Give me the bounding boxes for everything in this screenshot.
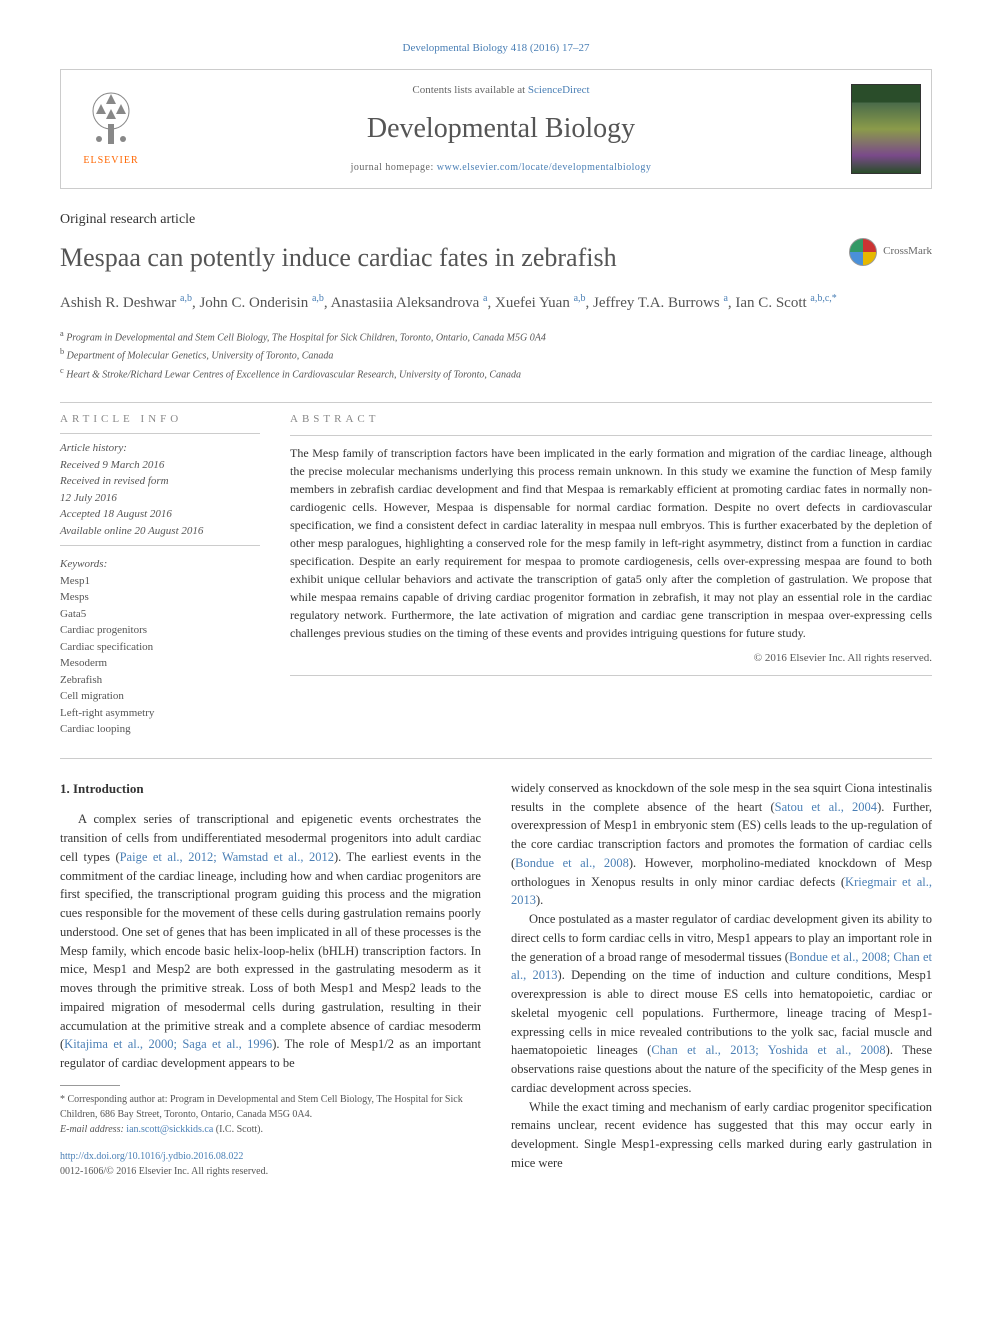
divider <box>60 758 932 759</box>
journal-header: ELSEVIER Contents lists available at Sci… <box>60 69 932 189</box>
homepage-link[interactable]: www.elsevier.com/locate/developmentalbio… <box>437 162 652 173</box>
divider <box>60 545 260 546</box>
intro-heading: 1. Introduction <box>60 779 481 799</box>
article-info-column: ARTICLE INFO Article history: Received 9… <box>60 411 260 738</box>
body-columns: 1. Introduction A complex series of tran… <box>60 779 932 1179</box>
history-label: Article history: <box>60 440 260 457</box>
journal-cover <box>841 70 931 188</box>
history-online: Available online 20 August 2016 <box>60 523 260 540</box>
authors-list: Ashish R. Deshwar a,b, John C. Onderisin… <box>60 291 932 315</box>
page-container: Developmental Biology 418 (2016) 17–27 E… <box>0 0 992 1209</box>
journal-name: Developmental Biology <box>161 108 841 150</box>
keywords-list: Mesp1MespsGata5Cardiac progenitorsCardia… <box>60 573 260 738</box>
affiliation: c Heart & Stroke/Richard Lewar Centres o… <box>60 365 932 382</box>
keyword: Left-right asymmetry <box>60 705 260 722</box>
body-text-left: A complex series of transcriptional and … <box>60 810 481 1073</box>
body-text-right: widely conserved as knockdown of the sol… <box>511 779 932 1173</box>
keyword: Cardiac progenitors <box>60 622 260 639</box>
article-info-heading: ARTICLE INFO <box>60 411 260 428</box>
elsevier-tree-icon <box>81 89 141 149</box>
history-received: Received 9 March 2016 <box>60 457 260 474</box>
email-label: E-mail address: <box>60 1124 126 1135</box>
cover-thumbnail <box>851 84 921 174</box>
keyword: Mesp1 <box>60 573 260 590</box>
left-column: 1. Introduction A complex series of tran… <box>60 779 481 1179</box>
crossmark-label: CrossMark <box>883 243 932 260</box>
affiliation: a Program in Developmental and Stem Cell… <box>60 328 932 345</box>
divider <box>290 675 932 676</box>
keyword: Mesoderm <box>60 655 260 672</box>
contents-line: Contents lists available at ScienceDirec… <box>161 82 841 99</box>
info-abstract-row: ARTICLE INFO Article history: Received 9… <box>60 411 932 738</box>
issn-line: 0012-1606/© 2016 Elsevier Inc. All right… <box>60 1164 481 1179</box>
footnote-divider <box>60 1085 120 1086</box>
doi-anchor[interactable]: http://dx.doi.org/10.1016/j.ydbio.2016.0… <box>60 1151 243 1162</box>
header-center: Contents lists available at ScienceDirec… <box>161 70 841 188</box>
copyright-line: © 2016 Elsevier Inc. All rights reserved… <box>290 650 932 667</box>
email-link[interactable]: ian.scott@sickkids.ca <box>126 1124 213 1135</box>
elsevier-logo: ELSEVIER <box>61 70 161 188</box>
abstract-column: ABSTRACT The Mesp family of transcriptio… <box>290 411 932 738</box>
homepage-line: journal homepage: www.elsevier.com/locat… <box>161 160 841 175</box>
keyword: Mesps <box>60 589 260 606</box>
journal-reference: Developmental Biology 418 (2016) 17–27 <box>60 40 932 57</box>
keywords-label: Keywords: <box>60 556 260 573</box>
corresponding-footnote: * Corresponding author at: Program in De… <box>60 1092 481 1137</box>
keyword: Zebrafish <box>60 672 260 689</box>
email-line: E-mail address: ian.scott@sickkids.ca (I… <box>60 1122 481 1137</box>
keywords-block: Keywords: Mesp1MespsGata5Cardiac progeni… <box>60 556 260 738</box>
keyword: Cell migration <box>60 688 260 705</box>
abstract-text: The Mesp family of transcription factors… <box>290 444 932 642</box>
article-type: Original research article <box>60 209 932 230</box>
contents-prefix: Contents lists available at <box>412 84 527 96</box>
email-suffix: (I.C. Scott). <box>213 1124 263 1135</box>
sciencedirect-link[interactable]: ScienceDirect <box>528 84 590 96</box>
paragraph: Once postulated as a master regulator of… <box>511 910 932 1098</box>
title-row: Mespaa can potently induce cardiac fates… <box>60 238 932 291</box>
affiliations: a Program in Developmental and Stem Cell… <box>60 328 932 382</box>
affiliation: b Department of Molecular Genetics, Univ… <box>60 346 932 363</box>
crossmark-icon <box>849 238 877 266</box>
article-title: Mespaa can potently induce cardiac fates… <box>60 238 849 277</box>
divider <box>60 402 932 403</box>
paragraph: While the exact timing and mechanism of … <box>511 1098 932 1173</box>
paragraph: A complex series of transcriptional and … <box>60 810 481 1073</box>
abstract-heading: ABSTRACT <box>290 411 932 428</box>
divider <box>60 433 260 434</box>
history-revised-1: Received in revised form <box>60 473 260 490</box>
divider <box>290 435 932 436</box>
crossmark-badge[interactable]: CrossMark <box>849 238 932 266</box>
homepage-prefix: journal homepage: <box>351 162 437 173</box>
history-accepted: Accepted 18 August 2016 <box>60 506 260 523</box>
article-history: Article history: Received 9 March 2016 R… <box>60 440 260 539</box>
history-revised-2: 12 July 2016 <box>60 490 260 507</box>
elsevier-wordmark: ELSEVIER <box>83 153 138 168</box>
paragraph: widely conserved as knockdown of the sol… <box>511 779 932 910</box>
corr-text: * Corresponding author at: Program in De… <box>60 1092 481 1122</box>
keyword: Cardiac looping <box>60 721 260 738</box>
keyword: Cardiac specification <box>60 639 260 656</box>
doi-link[interactable]: http://dx.doi.org/10.1016/j.ydbio.2016.0… <box>60 1149 481 1164</box>
keyword: Gata5 <box>60 606 260 623</box>
right-column: widely conserved as knockdown of the sol… <box>511 779 932 1179</box>
